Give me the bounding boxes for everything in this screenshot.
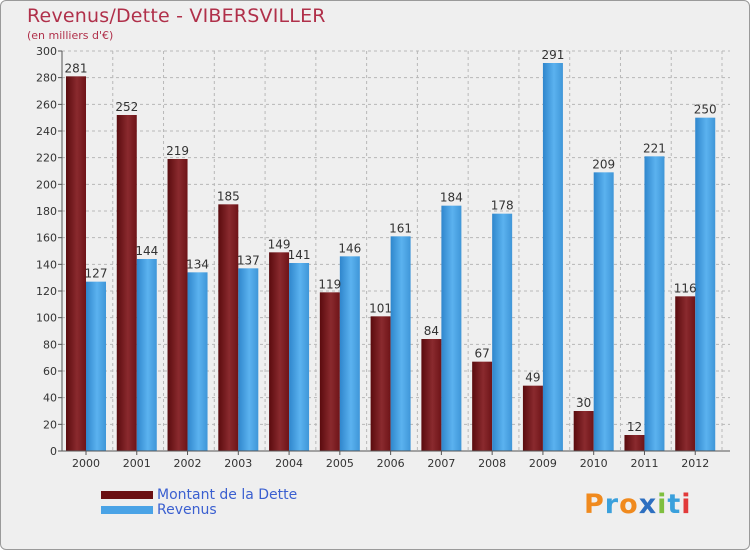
x-tick-label: 2002 xyxy=(174,457,202,470)
y-tick-label: 200 xyxy=(36,178,57,191)
bar-revenus-2010 xyxy=(593,172,614,452)
data-label-dette-2007: 84 xyxy=(424,324,439,338)
y-tick-label: 300 xyxy=(36,45,57,58)
chart-title: Revenus/Dette - VIBERSVILLER xyxy=(27,5,326,27)
x-tick-label: 2007 xyxy=(427,457,455,470)
logo-letter: r xyxy=(604,489,620,520)
legend-swatch-revenus xyxy=(101,506,153,514)
bar-dette-2009 xyxy=(522,385,543,451)
legend-label-revenus: Revenus xyxy=(157,502,217,518)
data-label-dette-2002: 219 xyxy=(166,144,189,158)
y-tick-label: 80 xyxy=(43,338,57,351)
x-tick-label: 2006 xyxy=(377,457,405,470)
logo-letter: i xyxy=(681,489,692,520)
logo-letter: o xyxy=(619,489,639,520)
x-tick-label: 2009 xyxy=(529,457,557,470)
bar-revenus-2004 xyxy=(289,263,310,451)
bar-revenus-2012 xyxy=(695,117,716,452)
bar-dette-2002 xyxy=(167,159,188,451)
bar-dette-2000 xyxy=(66,76,86,451)
bar-dette-2008 xyxy=(472,361,493,451)
bar-revenus-2005 xyxy=(339,256,360,451)
data-label-revenus-2011: 221 xyxy=(643,141,666,155)
bar-dette-2004 xyxy=(269,252,290,451)
bar-dette-2006 xyxy=(370,316,391,451)
bar-revenus-2003 xyxy=(238,268,259,451)
bar-dette-2010 xyxy=(573,411,594,451)
data-label-revenus-2012: 250 xyxy=(694,103,717,117)
x-tick-label: 2005 xyxy=(326,457,354,470)
y-tick-label: 0 xyxy=(50,445,57,458)
data-label-revenus-2001: 144 xyxy=(135,244,158,258)
bar-revenus-2001 xyxy=(136,259,157,451)
x-tick-label: 2004 xyxy=(275,457,303,470)
data-label-dette-2008: 67 xyxy=(475,347,490,361)
y-tick-label: 20 xyxy=(43,418,57,431)
y-tick-label: 220 xyxy=(36,152,57,165)
chart-subtitle: (en milliers d'€) xyxy=(27,29,114,42)
data-label-revenus-2000: 127 xyxy=(85,267,108,281)
data-label-revenus-2002: 134 xyxy=(186,257,209,271)
bar-revenus-2009 xyxy=(542,63,563,451)
y-tick-label: 240 xyxy=(36,125,57,138)
x-tick-label: 2008 xyxy=(478,457,506,470)
y-tick-label: 140 xyxy=(36,258,57,271)
data-label-revenus-2006: 161 xyxy=(389,221,412,235)
logo-letter: t xyxy=(667,489,682,520)
bar-revenus-2007 xyxy=(441,205,462,451)
x-tick-label: 2011 xyxy=(630,457,658,470)
y-tick-label: 180 xyxy=(36,205,57,218)
logo-letter: x xyxy=(638,489,658,520)
logo-letter: P xyxy=(584,489,605,520)
bar-revenus-2008 xyxy=(492,213,513,451)
bar-revenus-2000 xyxy=(86,281,106,451)
bar-dette-2007 xyxy=(421,339,442,451)
data-label-dette-2001: 252 xyxy=(115,100,138,114)
y-tick-label: 40 xyxy=(43,392,57,405)
legend-swatch-dette xyxy=(101,491,153,499)
bar-revenus-2006 xyxy=(390,236,411,451)
data-label-dette-2009: 49 xyxy=(525,371,540,385)
x-tick-label: 2000 xyxy=(72,457,100,470)
data-label-dette-2004: 149 xyxy=(268,237,291,251)
x-tick-label: 2012 xyxy=(681,457,709,470)
bar-dette-2005 xyxy=(319,292,340,451)
legend-item-revenus: Revenus xyxy=(101,502,217,518)
x-tick-label: 2010 xyxy=(580,457,608,470)
data-label-dette-2011: 12 xyxy=(627,420,642,434)
y-tick-label: 260 xyxy=(36,98,57,111)
bar-dette-2001 xyxy=(116,115,137,451)
logo-letter: i xyxy=(657,489,668,520)
y-tick-label: 280 xyxy=(36,72,57,85)
bar-dette-2003 xyxy=(218,204,239,451)
data-label-revenus-2010: 209 xyxy=(592,157,615,171)
x-tick-label: 2001 xyxy=(123,457,151,470)
data-label-revenus-2005: 146 xyxy=(338,241,361,255)
data-label-revenus-2003: 137 xyxy=(237,253,260,267)
y-tick-label: 120 xyxy=(36,285,57,298)
legend-label-dette: Montant de la Dette xyxy=(157,487,298,503)
legend-item-dette: Montant de la Dette xyxy=(101,487,297,503)
data-label-revenus-2007: 184 xyxy=(440,191,463,205)
data-label-dette-2012: 116 xyxy=(674,281,697,295)
data-label-dette-2010: 30 xyxy=(576,396,591,410)
bar-dette-2012 xyxy=(675,296,696,451)
data-label-dette-2000: 281 xyxy=(65,61,88,75)
proxiti-logo: Proxiti xyxy=(584,489,692,520)
y-tick-label: 60 xyxy=(43,365,57,378)
bar-dette-2011 xyxy=(624,435,645,451)
data-label-revenus-2004: 141 xyxy=(288,248,311,262)
data-label-revenus-2008: 178 xyxy=(491,199,514,213)
data-label-dette-2003: 185 xyxy=(217,189,240,203)
bar-revenus-2002 xyxy=(187,272,208,451)
x-tick-label: 2003 xyxy=(224,457,252,470)
bar-revenus-2011 xyxy=(644,156,665,452)
data-label-dette-2006: 101 xyxy=(369,301,392,315)
y-tick-label: 160 xyxy=(36,232,57,245)
y-tick-label: 100 xyxy=(36,312,57,325)
data-label-revenus-2009: 291 xyxy=(541,48,564,62)
data-label-dette-2005: 119 xyxy=(318,277,341,291)
